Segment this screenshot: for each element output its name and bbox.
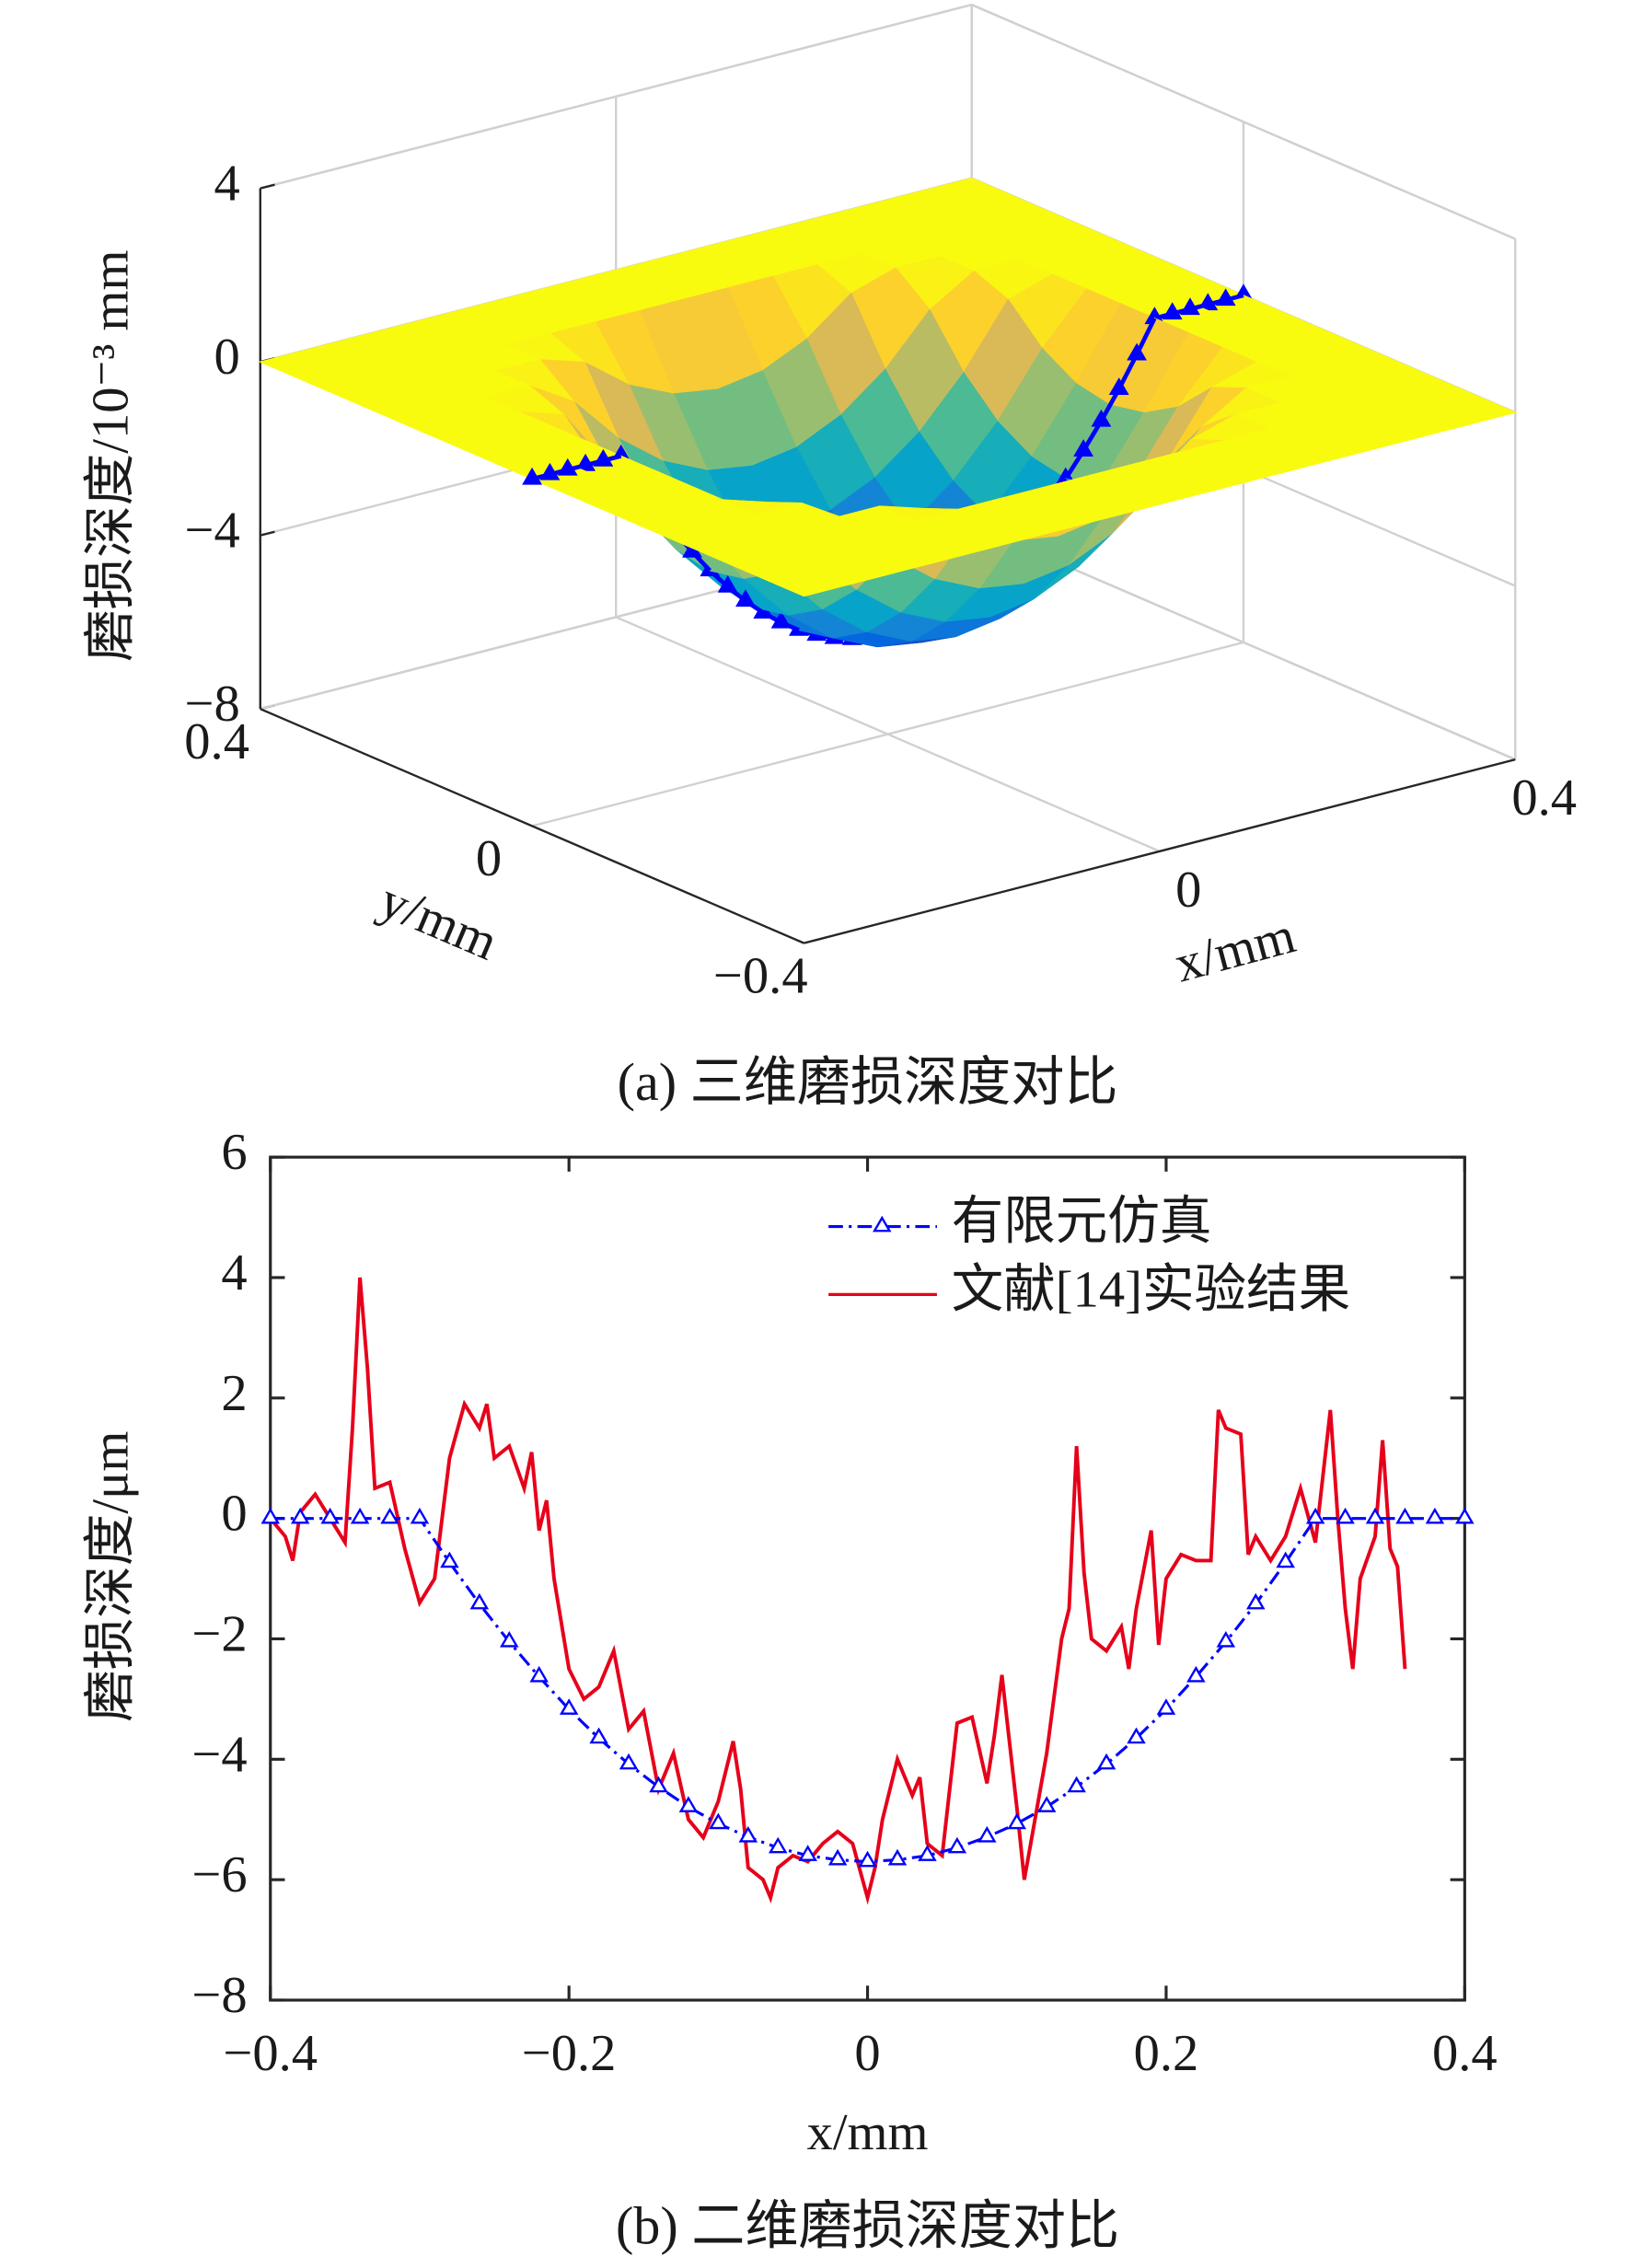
series-marker <box>858 1850 877 1868</box>
series-marker <box>977 1825 997 1843</box>
y-tick-label: 4 <box>221 1244 247 1302</box>
series-marker <box>1425 1507 1445 1524</box>
series-marker <box>320 1507 340 1524</box>
legend-marker <box>873 1215 892 1232</box>
y-tick-label: −8 <box>191 1967 247 2024</box>
series-marker <box>1276 1551 1295 1568</box>
series-marker <box>918 1845 937 1861</box>
series-marker <box>709 1812 728 1830</box>
series-marker <box>738 1825 758 1843</box>
series-marker <box>1395 1507 1415 1524</box>
y-tick-label: 0.4 <box>184 713 249 770</box>
series-marker <box>410 1507 430 1524</box>
series-marker <box>827 1848 848 1866</box>
series-marker <box>350 1507 370 1524</box>
surface-patch <box>768 569 850 597</box>
y-tick-label: −6 <box>191 1846 247 1904</box>
surface-plot: −8 −4 0 4 0 0.4 −0.4 0 0.4 <box>184 3 1577 1004</box>
profile-marker <box>522 467 543 485</box>
series-marker <box>887 1848 908 1866</box>
legend-label: 有限元仿真 <box>952 1194 1212 1251</box>
series-marker <box>469 1592 490 1610</box>
y-tick-label: 0 <box>476 830 502 887</box>
z-tick <box>260 530 275 537</box>
y-tick-label: −2 <box>191 1605 247 1662</box>
caption: (a) 三维磨损深度对比 <box>618 1052 1118 1112</box>
x-tick-label: 0.4 <box>1511 770 1577 827</box>
z-axis-label: 磨损深度/10⁻³ mm <box>83 250 140 662</box>
series-marker <box>440 1551 459 1568</box>
series-marker <box>947 1836 967 1854</box>
series-marker <box>380 1507 399 1524</box>
z-tick-label: −4 <box>185 503 240 560</box>
series-marker <box>529 1665 549 1683</box>
series-marker <box>768 1836 788 1854</box>
series-line <box>269 1277 1407 1905</box>
series-marker <box>1455 1507 1475 1524</box>
profile-marker <box>1108 377 1129 395</box>
z-tick-label: −8 <box>185 676 240 733</box>
x-tick-label: 0 <box>1175 862 1201 919</box>
series-marker <box>1127 1727 1146 1744</box>
caption: (b) 二维磨损深度对比 <box>616 2196 1119 2256</box>
series-marker <box>649 1776 668 1793</box>
y-axis <box>260 708 804 944</box>
x-tick-label: 0.2 <box>1134 2025 1199 2082</box>
x-tick-label: −0.4 <box>223 2025 318 2082</box>
series-marker <box>678 1796 699 1812</box>
series-marker <box>1336 1507 1355 1524</box>
x-axis-label: x/mm <box>807 2104 929 2161</box>
series-marker <box>1186 1665 1206 1683</box>
y-tick-label: 0 <box>221 1486 247 1543</box>
series-marker <box>1007 1812 1026 1830</box>
series-marker <box>559 1698 579 1715</box>
profile-marker <box>1127 342 1147 361</box>
y-tick-label: −0.4 <box>713 947 808 1004</box>
series-marker <box>1067 1776 1086 1793</box>
profile-marker <box>1073 439 1094 457</box>
y-tick-label: 6 <box>221 1124 247 1181</box>
series-marker <box>1365 1507 1385 1524</box>
series-marker <box>1216 1630 1236 1648</box>
series-marker <box>290 1507 310 1524</box>
series-marker <box>1036 1796 1057 1812</box>
x-axis <box>804 758 1516 944</box>
series-marker <box>1305 1507 1325 1524</box>
y-tick-label: −4 <box>191 1726 247 1783</box>
grid-line <box>531 641 1244 827</box>
series-marker <box>798 1845 817 1861</box>
series-marker <box>1246 1592 1266 1610</box>
legend-label: 文献[14]实验结果 <box>952 1261 1351 1318</box>
profile-marker <box>1091 409 1112 427</box>
series-marker <box>619 1753 639 1770</box>
series-marker <box>589 1727 608 1744</box>
series-marker <box>1156 1698 1176 1715</box>
z-tick-label: 0 <box>214 329 239 386</box>
series-marker <box>500 1630 519 1648</box>
x-tick-label: 0.4 <box>1432 2025 1498 2082</box>
z-tick <box>260 183 275 190</box>
series-marker <box>260 1507 281 1524</box>
series-marker <box>1096 1753 1116 1770</box>
line-plot: −0.4 −0.2 0 0.2 0.4 −8 −6 −4 −2 0 2 4 6 有限元仿真文献[14]实验… <box>191 1124 1497 2082</box>
y-tick-label: 2 <box>221 1365 247 1422</box>
x-tick-label: −0.2 <box>522 2025 617 2082</box>
y-axis-label: 磨损深度/μm <box>83 1431 140 1722</box>
z-tick-label: 4 <box>214 156 239 213</box>
x-tick-label: 0 <box>854 2025 880 2082</box>
